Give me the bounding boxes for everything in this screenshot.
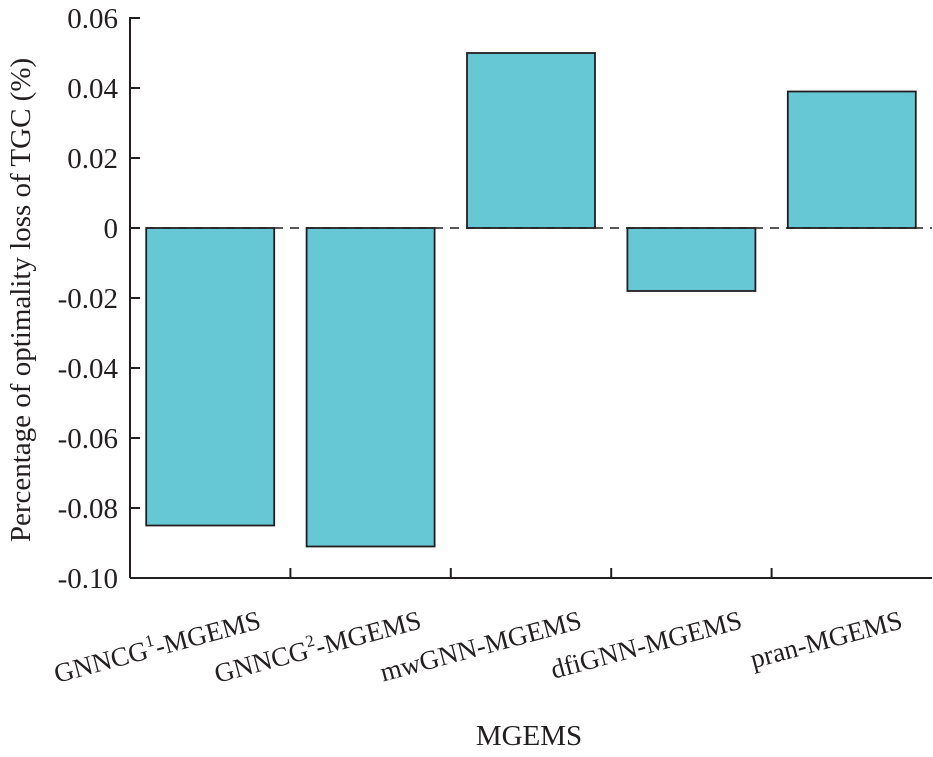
bar [626,227,757,292]
y-tick-label: -0.10 [58,563,118,595]
x-axis-ticks [289,568,773,578]
bar [145,227,276,527]
bar [466,52,596,229]
y-tick-label: -0.08 [58,493,118,525]
y-tick-label: 0.02 [67,143,118,175]
x-category-label-text: pran-MGEMS [747,605,905,674]
y-axis-ticks: 0.06 0.04 0.02 0 -0.02 -0.04 -0.06 -0.08 -0.10 [58,3,140,595]
y-tick-label: 0.04 [67,73,118,105]
bar [305,227,436,548]
y-axis-title: Percentage of optimality loss of TGC (%) [5,58,37,542]
bars [145,52,917,548]
x-axis-title: MGEMS [476,720,582,752]
y-tick-label: -0.02 [58,283,118,315]
x-axis-category-labels: GNNCG1-MGEMSGNNCG2-MGEMSmwGNN-MGEMSdfiGN… [51,605,906,689]
y-tick-label: -0.04 [58,353,119,385]
x-category-label-text: GNNCG [51,635,152,689]
y-tick-label: 0 [104,213,119,245]
y-tick-label: -0.06 [58,423,118,455]
y-tick-label: 0.06 [67,3,118,35]
bar [786,90,917,229]
x-category-label: pran-MGEMS [747,605,905,674]
